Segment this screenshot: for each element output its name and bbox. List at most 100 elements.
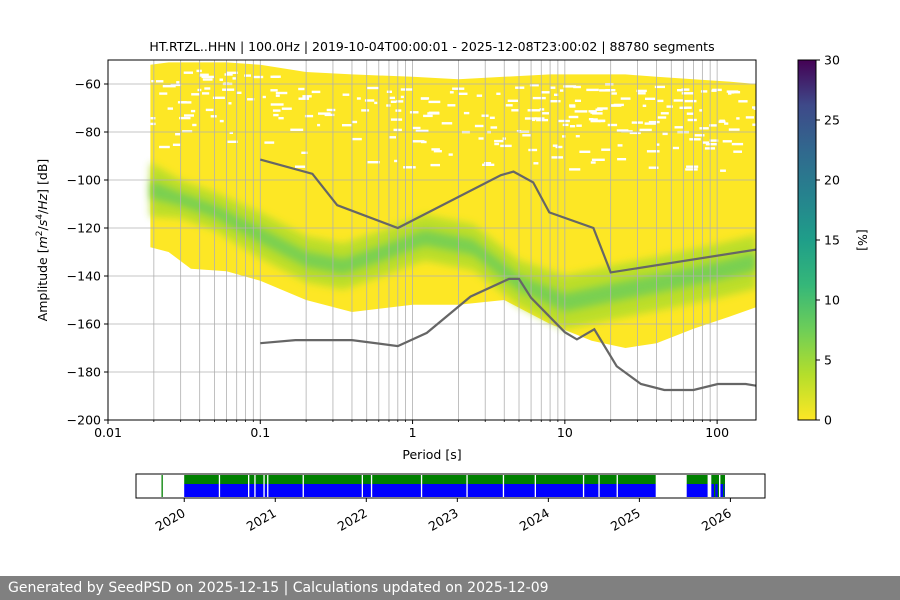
sparse-cell-gap	[298, 87, 305, 91]
sparse-cell-gap	[500, 144, 512, 148]
sparse-cell-gap	[367, 161, 380, 164]
colorbar-tick-label: 25	[824, 113, 840, 128]
sparse-cell-gap	[657, 99, 664, 103]
sparse-cell-gap	[674, 126, 684, 129]
sparse-cell-gap	[389, 96, 395, 100]
sparse-cell-gap	[569, 105, 576, 108]
sparse-cell-gap	[386, 104, 391, 107]
sparse-cell-gap	[489, 116, 495, 119]
colorbar-tick-label: 30	[824, 53, 840, 68]
availability-gap	[218, 475, 221, 497]
sparse-cell-gap	[478, 137, 484, 140]
sparse-cell-gap	[428, 111, 440, 114]
sparse-cell-gap	[534, 117, 545, 120]
sparse-cell-gap	[532, 118, 536, 122]
availability-bar-green	[720, 475, 725, 484]
sparse-cell-gap	[415, 129, 429, 133]
sparse-cell-gap	[272, 75, 281, 78]
sparse-cell-gap	[555, 145, 563, 149]
sparse-cell-gap	[458, 92, 468, 95]
sparse-cell-gap	[324, 113, 335, 117]
sparse-cell-gap	[184, 114, 194, 117]
sparse-cell-gap	[196, 69, 202, 73]
sparse-cell-gap	[686, 165, 699, 168]
sparse-cell-gap	[529, 84, 539, 87]
sparse-cell-gap	[175, 133, 181, 136]
y-tick-label: −60	[75, 77, 101, 92]
sparse-cell-gap	[474, 124, 484, 128]
x-tick-label: 0.01	[94, 425, 122, 440]
sparse-cell-gap	[205, 108, 214, 112]
sparse-cell-gap	[326, 108, 336, 112]
y-tick-label: −200	[67, 413, 101, 428]
sparse-cell-gap	[342, 124, 352, 127]
sparse-cell-gap	[718, 120, 726, 123]
sparse-cell-gap	[247, 98, 255, 101]
sparse-cell-gap	[361, 109, 370, 112]
sparse-cell-gap	[648, 120, 660, 124]
sparse-cell-gap	[172, 143, 181, 146]
sparse-cell-gap	[549, 100, 561, 103]
sparse-cell-gap	[441, 122, 453, 125]
availability-gap	[420, 475, 423, 497]
colorbar-tick-label: 0	[824, 413, 832, 428]
sparse-cell-gap	[536, 118, 549, 122]
sparse-cell-gap	[304, 114, 314, 118]
sparse-cell-gap	[202, 78, 213, 81]
sparse-cell-gap	[390, 118, 403, 121]
sparse-cell-gap	[448, 153, 453, 156]
timeline-year-label: 2021	[244, 505, 279, 534]
availability-mark	[723, 475, 725, 497]
sparse-cell-gap	[449, 91, 454, 94]
sparse-cell-gap	[390, 100, 397, 103]
sparse-cell-gap	[588, 118, 594, 121]
sparse-cell-gap	[700, 90, 708, 93]
sparse-cell-gap	[150, 122, 156, 126]
availability-gap	[582, 475, 585, 497]
sparse-cell-gap	[159, 145, 170, 149]
sparse-cell-gap	[657, 116, 667, 119]
sparse-cell-gap	[728, 128, 740, 131]
sparse-cell-gap	[592, 118, 598, 121]
sparse-cell-gap	[569, 168, 581, 171]
sparse-cell-gap	[533, 162, 539, 165]
data-availability-timeline: 2020 2021 2022 2023 2024 2025 2026	[135, 473, 766, 534]
sparse-cell-gap	[318, 112, 331, 115]
sparse-cell-gap	[532, 96, 546, 100]
colorbar-tick-label: 20	[824, 173, 840, 188]
sparse-cell-gap	[709, 139, 719, 142]
sparse-cell-gap	[656, 143, 660, 146]
availability-bar-blue	[686, 484, 708, 497]
sparse-cell-gap	[202, 92, 210, 95]
sparse-cell-gap	[528, 148, 538, 152]
plot-area	[108, 60, 756, 420]
y-tick-label: −160	[67, 317, 101, 332]
sparse-density-cells	[150, 69, 756, 172]
y-tick-label: −100	[67, 173, 101, 188]
sparse-cell-gap	[270, 89, 278, 92]
sparse-cell-gap	[155, 80, 164, 83]
sparse-cell-gap	[275, 94, 280, 97]
x-tick-label: 10	[557, 425, 573, 440]
sparse-cell-gap	[574, 110, 588, 113]
sparse-cell-gap	[666, 105, 673, 108]
timeline-year-label: 2026	[699, 505, 734, 534]
sparse-cell-gap	[484, 162, 492, 165]
sparse-cell-gap	[298, 97, 309, 100]
availability-gap	[361, 475, 363, 497]
availability-gap	[502, 475, 505, 497]
sparse-cell-gap	[421, 140, 427, 144]
sparse-cell-gap	[412, 126, 421, 130]
sparse-cell-gap	[264, 141, 275, 144]
x-tick-label: 100	[705, 425, 729, 440]
sparse-cell-gap	[552, 144, 558, 147]
y-tick-label: −80	[75, 125, 101, 140]
sparse-cell-gap	[644, 122, 656, 125]
sparse-cell-gap	[645, 97, 656, 100]
sparse-cell-gap	[409, 111, 419, 114]
sparse-cell-gap	[733, 150, 742, 153]
plot-frame	[107, 59, 757, 421]
sparse-cell-gap	[490, 126, 498, 129]
sparse-cell-gap	[617, 144, 623, 147]
